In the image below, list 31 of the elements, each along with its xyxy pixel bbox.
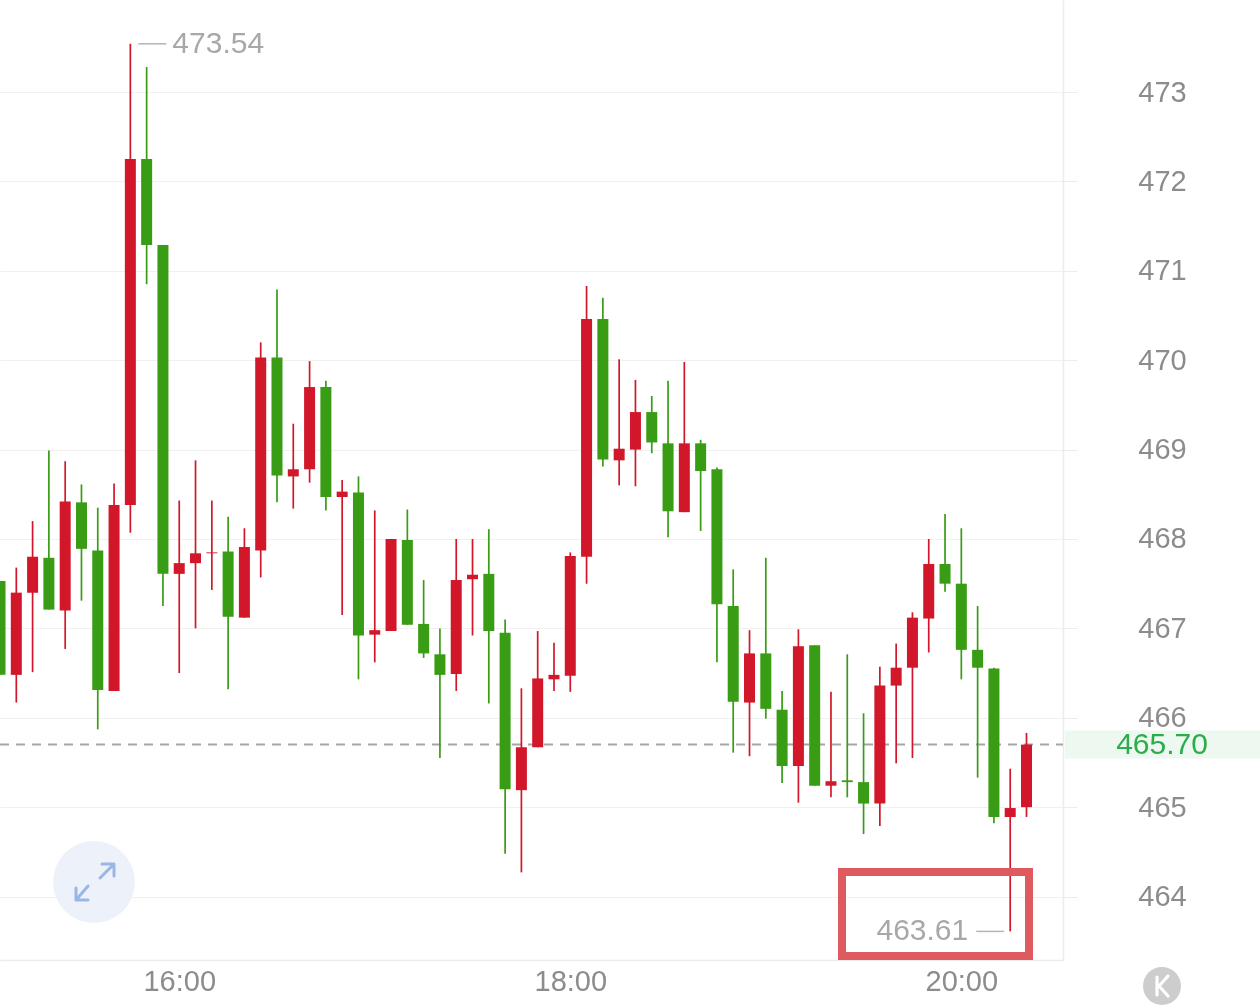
candlestick bbox=[825, 690, 837, 799]
annotation: 473.54 bbox=[172, 25, 265, 59]
candlestick bbox=[972, 605, 984, 779]
y-tick-label: 471 bbox=[1138, 254, 1187, 287]
candlestick bbox=[890, 642, 902, 765]
y-tick-label: 470 bbox=[1138, 343, 1187, 376]
candlestick bbox=[1004, 767, 1016, 933]
candlestick bbox=[858, 712, 870, 835]
candlestick bbox=[369, 509, 381, 664]
candlestick bbox=[434, 627, 446, 759]
y-tick-label: 472 bbox=[1138, 164, 1187, 197]
x-tick-label: 20:00 bbox=[925, 964, 999, 997]
candlestick bbox=[548, 641, 560, 692]
y-tick-label: 464 bbox=[1138, 880, 1187, 913]
x-tick-label: 18:00 bbox=[534, 964, 608, 997]
candlestick bbox=[206, 499, 218, 591]
y-tick-label: 467 bbox=[1138, 611, 1187, 644]
y-tick-label: 465 bbox=[1138, 790, 1187, 823]
candlestick bbox=[939, 513, 951, 593]
candlestick bbox=[841, 653, 853, 799]
x-tick-label: 16:00 bbox=[143, 964, 217, 997]
candlestick bbox=[336, 479, 348, 616]
y-tick-label: 473 bbox=[1138, 75, 1187, 108]
annotation: 463.61 bbox=[876, 913, 969, 947]
candlestick bbox=[613, 358, 625, 487]
candlestick bbox=[190, 459, 202, 630]
y-tick-label: 469 bbox=[1138, 433, 1187, 466]
y-tick-label: 468 bbox=[1138, 522, 1187, 555]
candlestick bbox=[467, 538, 479, 637]
candlestick bbox=[287, 422, 299, 510]
candlestick bbox=[173, 499, 185, 674]
